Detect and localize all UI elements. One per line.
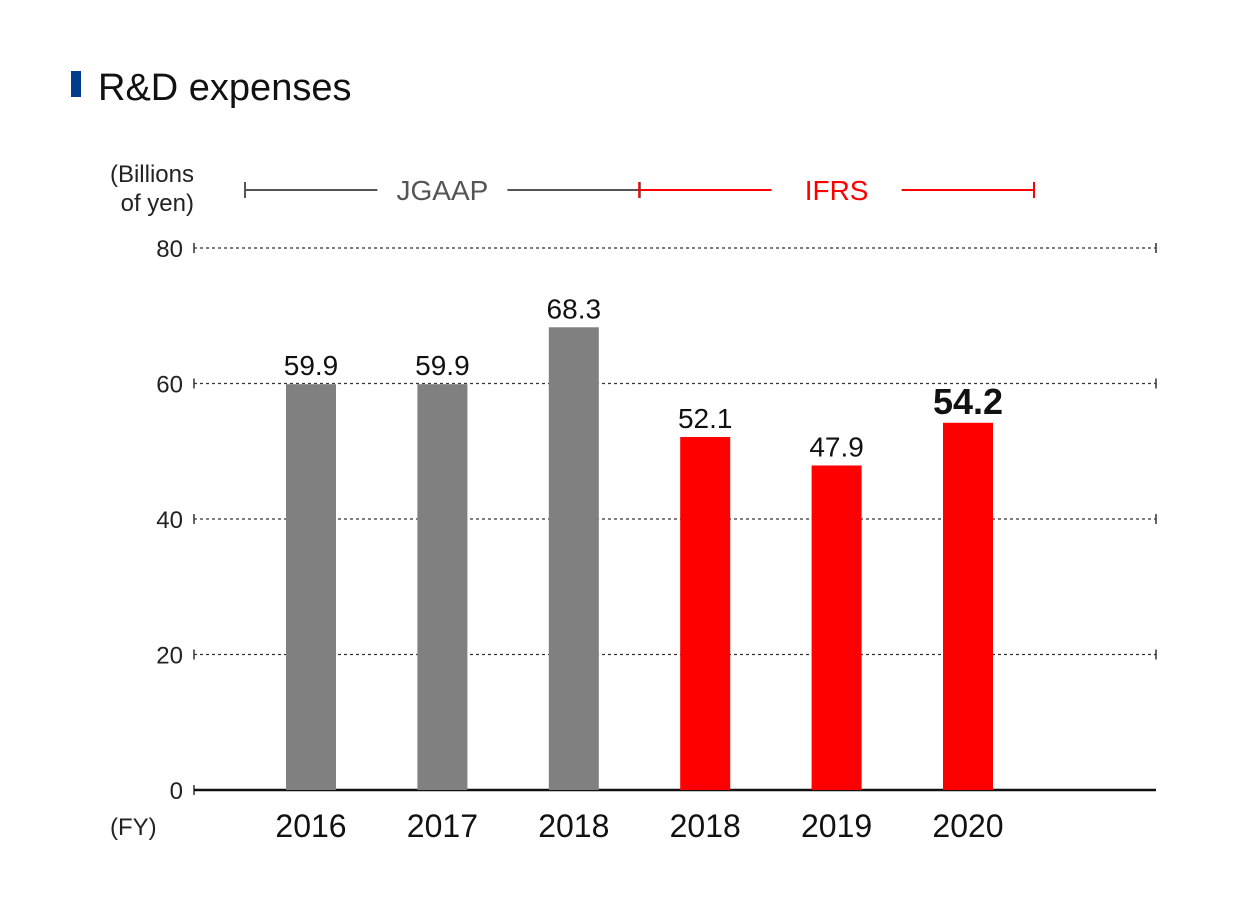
bar [680,437,731,790]
y-tick-label: 20 [156,643,183,670]
bar-value-label: 59.9 [284,350,339,381]
bar [417,384,468,790]
bar-value-label: 59.9 [415,350,470,381]
x-tick-label: 2020 [932,808,1003,844]
bar-value-label: 68.3 [547,293,602,324]
y-tick-label: 80 [156,236,183,263]
y-tick-label: 0 [170,778,183,805]
bar [548,327,599,790]
bar [811,465,862,790]
bar [286,384,336,790]
bracket-label: IFRS [805,175,869,206]
x-axis-label: (FY) [110,814,157,841]
x-tick-label: 2017 [407,808,478,844]
chart-title: R&D expenses [98,67,351,109]
bar-value-label: 52.1 [678,403,733,434]
bar-value-label: 47.9 [809,431,864,462]
y-axis-unit-line2: of yen) [121,190,194,217]
x-tick-label: 2019 [801,808,872,844]
bar-value-label: 54.2 [933,381,1003,422]
y-axis-unit-line1: (Billions [110,161,194,188]
y-tick-label: 40 [156,507,183,534]
title-marker [71,71,81,97]
x-tick-label: 2018 [670,808,741,844]
x-tick-label: 2018 [538,808,609,844]
bar [943,422,993,790]
y-tick-label: 60 [156,372,183,399]
bracket-label: JGAAP [396,175,488,206]
x-tick-label: 2016 [275,808,346,844]
